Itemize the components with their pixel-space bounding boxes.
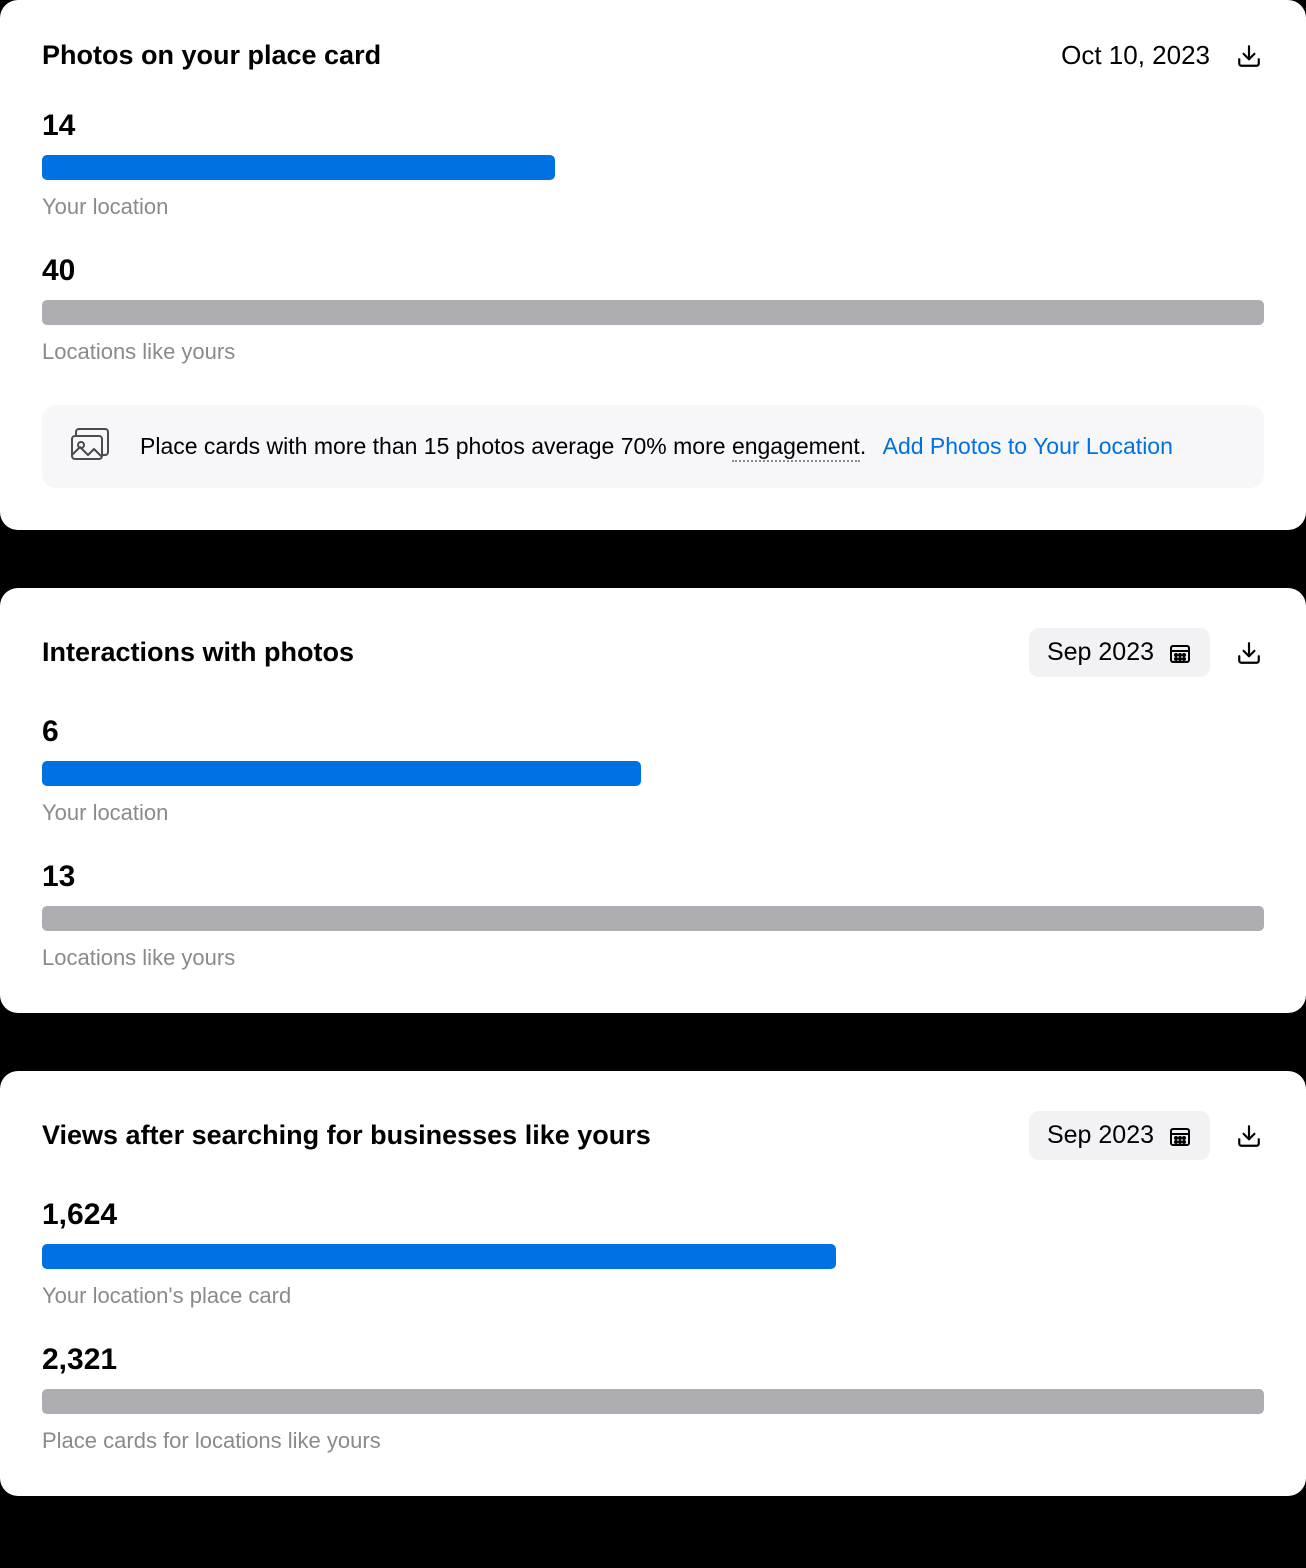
card-date: Oct 10, 2023 — [1061, 40, 1210, 71]
metric-your-location: 14 Your location — [42, 109, 1264, 220]
metric-bar-comparison — [42, 1389, 1264, 1414]
card-header: Photos on your place card Oct 10, 2023 — [42, 40, 1264, 71]
download-button[interactable] — [1234, 41, 1264, 71]
metric-your-location: 6 Your location — [42, 715, 1264, 826]
download-icon — [1236, 1123, 1262, 1149]
card-header: Interactions with photos Sep 2023 — [42, 628, 1264, 677]
info-text-after: . — [860, 433, 866, 459]
card-title: Photos on your place card — [42, 40, 381, 71]
metric-comparison: 40 Locations like yours — [42, 254, 1264, 365]
metric-label: Locations like yours — [42, 945, 1264, 971]
card-title: Interactions with photos — [42, 637, 354, 668]
header-right: Sep 2023 — [1029, 1111, 1264, 1160]
date-picker-button[interactable]: Sep 2023 — [1029, 628, 1210, 677]
metric-comparison: 13 Locations like yours — [42, 860, 1264, 971]
metric-bar-primary — [42, 761, 641, 786]
metric-bar-primary — [42, 1244, 836, 1269]
metric-label: Your location's place card — [42, 1283, 1264, 1309]
photos-icon — [70, 427, 110, 466]
info-callout: Place cards with more than 15 photos ave… — [42, 405, 1264, 488]
date-picker-button[interactable]: Sep 2023 — [1029, 1111, 1210, 1160]
download-button[interactable] — [1234, 1121, 1264, 1151]
metric-label: Your location — [42, 800, 1264, 826]
info-underlined-term[interactable]: engagement — [732, 433, 860, 462]
calendar-icon — [1168, 1124, 1192, 1148]
views-search-card: Views after searching for businesses lik… — [0, 1071, 1306, 1496]
metric-value: 6 — [42, 715, 1264, 749]
metric-comparison: 2,321 Place cards for locations like you… — [42, 1343, 1264, 1454]
metric-label: Your location — [42, 194, 1264, 220]
metric-label: Place cards for locations like yours — [42, 1428, 1264, 1454]
card-title: Views after searching for businesses lik… — [42, 1120, 651, 1151]
metric-label: Locations like yours — [42, 339, 1264, 365]
info-text-before: Place cards with more than 15 photos ave… — [140, 433, 732, 459]
metric-bar-primary — [42, 155, 555, 180]
metric-value: 2,321 — [42, 1343, 1264, 1377]
metric-value: 1,624 — [42, 1198, 1264, 1232]
header-right: Oct 10, 2023 — [1061, 40, 1264, 71]
download-icon — [1236, 640, 1262, 666]
calendar-icon — [1168, 641, 1192, 665]
photos-place-card: Photos on your place card Oct 10, 2023 1… — [0, 0, 1306, 530]
metric-bar-comparison — [42, 906, 1264, 931]
metric-value: 13 — [42, 860, 1264, 894]
metric-value: 14 — [42, 109, 1264, 143]
metric-your-location: 1,624 Your location's place card — [42, 1198, 1264, 1309]
date-text: Sep 2023 — [1047, 638, 1154, 667]
card-header: Views after searching for businesses lik… — [42, 1111, 1264, 1160]
date-text: Sep 2023 — [1047, 1121, 1154, 1150]
download-icon — [1236, 43, 1262, 69]
metric-value: 40 — [42, 254, 1264, 288]
interactions-photos-card: Interactions with photos Sep 2023 6 Your… — [0, 588, 1306, 1013]
add-photos-link[interactable]: Add Photos to Your Location — [883, 433, 1173, 459]
download-button[interactable] — [1234, 638, 1264, 668]
header-right: Sep 2023 — [1029, 628, 1264, 677]
info-text: Place cards with more than 15 photos ave… — [140, 431, 1173, 462]
metric-bar-comparison — [42, 300, 1264, 325]
